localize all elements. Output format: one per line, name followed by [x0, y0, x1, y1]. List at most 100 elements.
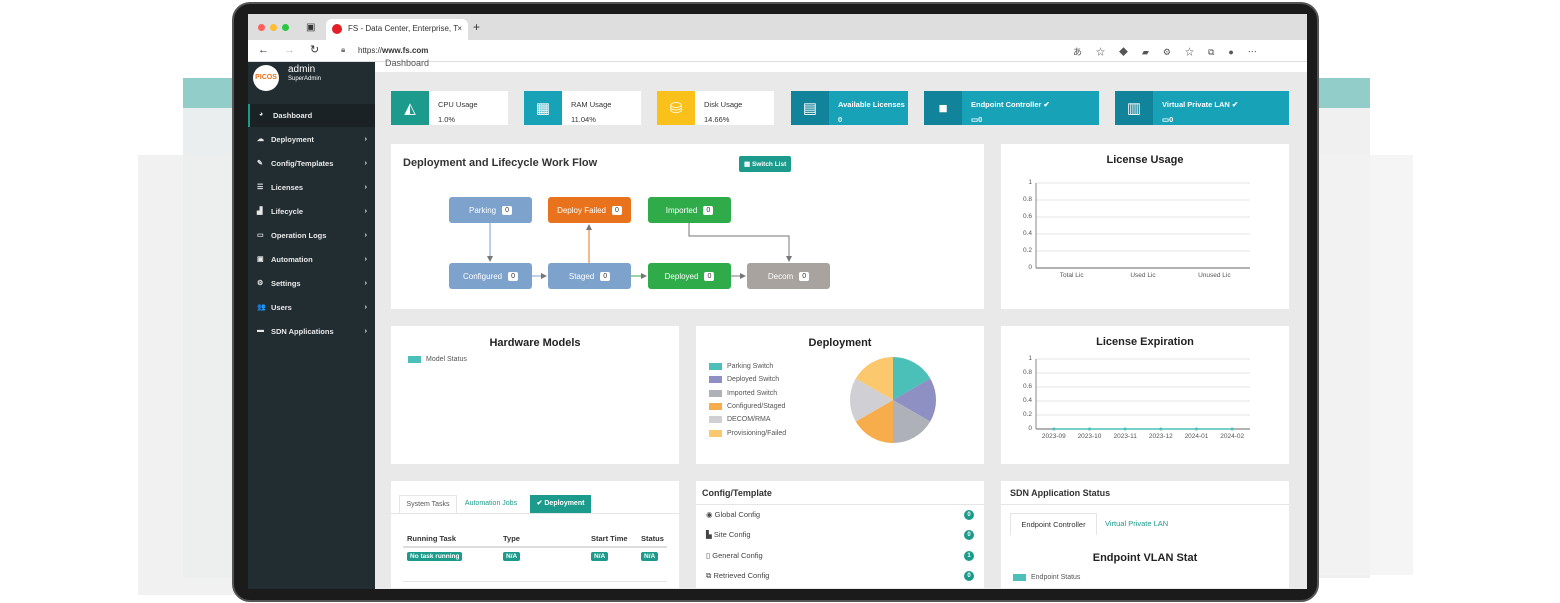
card-title: SDN Application Status	[1010, 488, 1111, 498]
workflow-node-configured[interactable]: Configured 0	[449, 263, 532, 289]
user-role: SuperAdmin	[288, 76, 322, 82]
stat-value: 1.0%	[438, 115, 456, 124]
sidebar-toggle-icon[interactable]: ▣	[306, 22, 316, 33]
y-tick-label: 0.4	[1022, 397, 1032, 404]
table-cell: No task running	[407, 551, 463, 561]
feature-available-licenses[interactable]: ▤ Available Licenses 0	[791, 91, 908, 125]
license-expiration-card: License Expiration 0 0.2 0.4 0.6 0.8 1 2023-09 2…	[1001, 326, 1289, 464]
document-icon: ▯	[706, 550, 711, 560]
sidebar-item-sdn-applications[interactable]: ▬ SDN Applications ›	[248, 320, 375, 343]
workflow-node-decom[interactable]: Decom 0	[747, 263, 830, 289]
copy-icon: ⧉	[706, 570, 712, 580]
table-cell: N/A	[591, 551, 609, 561]
sidebar-item-dashboard[interactable]: ◕ Dashboard	[248, 104, 375, 127]
deployment-card: Deployment Parking Switch Deployed Switch I…	[696, 326, 984, 464]
status-badge: N/A	[503, 552, 521, 561]
sidebar-item-lifecycle[interactable]: ▟ Lifecycle ›	[248, 200, 375, 223]
y-tick-label: 0	[1028, 264, 1032, 271]
sidebar-item-label: Config/Templates	[271, 159, 334, 168]
minimize-window-button[interactable]	[270, 24, 277, 31]
feature-value: 0	[838, 115, 843, 124]
area-chart-icon: ◭	[391, 91, 429, 125]
divider	[696, 504, 984, 505]
sidebar-item-label: Lifecycle	[271, 207, 304, 216]
table-cell: N/A	[641, 551, 659, 561]
config-item-retrieved-config[interactable]: ⧉ Retrieved Config 0	[696, 570, 984, 589]
legend-item[interactable]: Deployed Switch	[709, 373, 786, 386]
count-badge: 0	[964, 570, 974, 581]
workflow-card: Deployment and Lifecycle Work Flow ▦ Swit…	[391, 144, 984, 309]
node-label: Staged	[568, 271, 595, 281]
y-tick-label: 0.6	[1022, 213, 1032, 220]
legend-item[interactable]: Provisioning/Failed	[709, 426, 786, 439]
config-item-general-config[interactable]: ▯ General Config 1	[696, 550, 984, 569]
sidebar-item-label: Dashboard	[273, 111, 313, 120]
legend-label: DECOM/RMA	[727, 416, 771, 424]
config-item-site-config[interactable]: ▙ Site Config 0	[696, 530, 984, 548]
legend-item[interactable]: Configured/Staged	[709, 400, 786, 413]
url-field[interactable]: https://www.fs.com	[358, 46, 428, 55]
sidebar-item-label: Automation	[271, 255, 313, 264]
workflow-node-staged[interactable]: Staged 0	[548, 263, 631, 289]
tab-virtual-private-lan[interactable]: Virtual Private LAN	[1105, 519, 1169, 528]
workflow-arrows	[487, 223, 792, 279]
sidebar-item-users[interactable]: 👥 Users ›	[248, 296, 375, 319]
config-item-global-config[interactable]: ◉ Global Config 0	[696, 510, 984, 528]
sidebar-item-automation[interactable]: ▣ Automation ›	[248, 248, 375, 271]
switch-list-label: Switch List	[751, 161, 787, 168]
legend-item[interactable]: Model Status	[408, 353, 467, 366]
legend-label: Endpoint Status	[1031, 574, 1081, 582]
stat-disk-usage: ⛁ Disk Usage 14.66%	[657, 91, 774, 125]
legend-item[interactable]: DECOM/RMA	[709, 413, 786, 426]
tab-bar: ▣ FS - Data Center, Enterprise, T × +	[248, 14, 1307, 40]
license-usage-card: License Usage 0 0.2 0.4 0.6 0.8 1 Total Lic Used…	[1001, 144, 1289, 309]
back-icon[interactable]: ←	[258, 44, 269, 56]
workflow-node-deployed[interactable]: Deployed 0	[648, 263, 731, 289]
browser-toolbar-icons[interactable]: あ☆◆▰⚙☆⧉●⋯	[1073, 47, 1271, 57]
x-tick-label: 2024-02	[1220, 433, 1245, 440]
close-tab-button[interactable]: ×	[457, 24, 462, 33]
legend-item[interactable]: Imported Switch	[709, 387, 786, 400]
tab-endpoint-controller[interactable]: Endpoint Controller	[1010, 513, 1097, 535]
sdn-status-card: SDN Application Status Endpoint Controlle…	[1001, 481, 1289, 588]
sidebar-item-label: Licenses	[271, 183, 304, 192]
workflow-node-deploy-failed[interactable]: Deploy Failed 0	[548, 197, 631, 223]
close-window-button[interactable]	[258, 24, 265, 31]
globe-icon: ◉	[706, 510, 713, 519]
workflow-node-imported[interactable]: Imported 0	[648, 197, 731, 223]
column-header: Status	[641, 534, 664, 543]
sidebar-item-licenses[interactable]: ☰ Licenses ›	[248, 176, 375, 199]
sidebar-item-config-templates[interactable]: ✎ Config/Templates ›	[248, 152, 375, 175]
feature-label: Available Licenses	[838, 100, 905, 109]
count-badge: 1	[964, 550, 974, 561]
workflow-node-parking[interactable]: Parking 0	[449, 197, 532, 223]
legend-item[interactable]: Endpoint Status	[1013, 571, 1080, 584]
y-tick-label: 1	[1028, 179, 1032, 186]
browser-window: ▣ FS - Data Center, Enterprise, T × + ← …	[248, 14, 1307, 589]
stat-label: Disk Usage	[704, 100, 743, 109]
tab-deployment[interactable]: ✔ Deployment	[530, 495, 591, 513]
column-header: Running Task	[407, 534, 457, 543]
feature-endpoint-controller[interactable]: ■ Endpoint Controller ✔ ▭0	[924, 91, 1099, 125]
reload-icon[interactable]: ↻	[310, 44, 320, 56]
legend-label: Parking Switch	[727, 363, 774, 371]
sidebar-item-operation-logs[interactable]: ▭ Operation Logs ›	[248, 224, 375, 247]
switch-list-button[interactable]: ▦ Switch List	[739, 156, 792, 172]
tab-system-tasks[interactable]: System Tasks	[399, 495, 457, 513]
stat-label: RAM Usage	[571, 100, 612, 109]
tab-automation-jobs[interactable]: Automation Jobs	[455, 495, 527, 513]
forward-icon[interactable]: →	[284, 44, 295, 56]
x-tick-label: Used Lic	[1130, 272, 1156, 279]
status-badge: No task running	[407, 552, 463, 561]
tasks-card: System Tasks Automation Jobs ✔ Deployment R…	[391, 481, 679, 588]
sidebar-item-settings[interactable]: ⚙ Settings ›	[248, 272, 375, 295]
maximize-window-button[interactable]	[282, 24, 289, 31]
sidebar-item-deployment[interactable]: ☁ Deployment ›	[248, 128, 375, 151]
legend-label: Imported Switch	[727, 389, 778, 397]
browser-tab[interactable]: FS - Data Center, Enterprise, T ×	[326, 19, 468, 40]
new-tab-button[interactable]: +	[473, 20, 481, 34]
x-tick-label: Total Lic	[1059, 272, 1084, 279]
divider	[403, 581, 667, 582]
legend-item[interactable]: Parking Switch	[709, 360, 786, 373]
feature-virtual-private-lan[interactable]: ▥ Virtual Private LAN ✔ ▭0	[1115, 91, 1289, 125]
